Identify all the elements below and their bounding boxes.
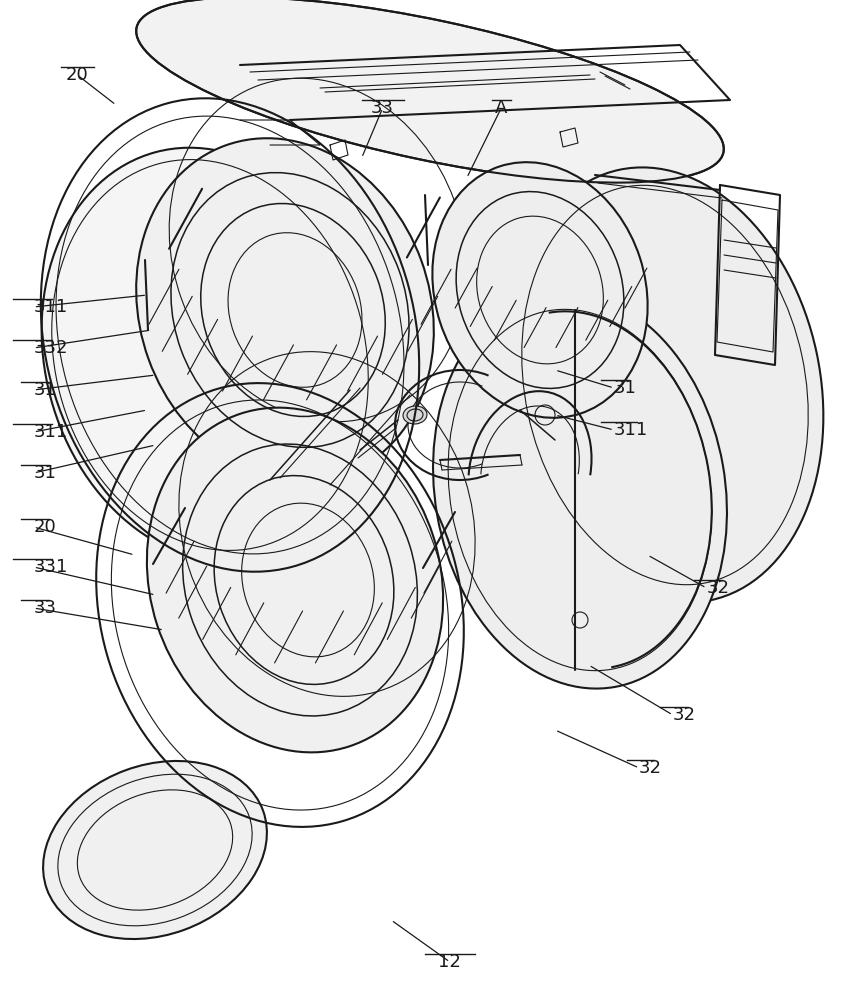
Text: 332: 332 [34,339,68,357]
Ellipse shape [433,291,727,689]
Text: 32: 32 [706,579,729,597]
Text: 12: 12 [438,953,462,971]
Text: 311: 311 [34,298,68,316]
Text: A: A [495,99,507,117]
Text: 20: 20 [34,518,56,536]
Text: 31: 31 [614,379,637,397]
Text: 33: 33 [371,99,394,117]
Text: 311: 311 [34,423,68,441]
Text: 31: 31 [34,464,56,482]
Ellipse shape [147,408,443,752]
Ellipse shape [43,761,267,939]
Ellipse shape [136,0,724,183]
Ellipse shape [506,167,823,603]
Text: 32: 32 [639,759,662,777]
Text: 311: 311 [614,421,648,439]
Ellipse shape [136,138,434,482]
Ellipse shape [403,406,427,424]
Text: 32: 32 [673,706,696,724]
Text: 331: 331 [34,558,68,576]
Text: 20: 20 [66,66,89,84]
Ellipse shape [432,162,648,418]
Ellipse shape [41,148,378,562]
Text: 33: 33 [34,599,56,617]
Text: 31: 31 [34,381,56,399]
